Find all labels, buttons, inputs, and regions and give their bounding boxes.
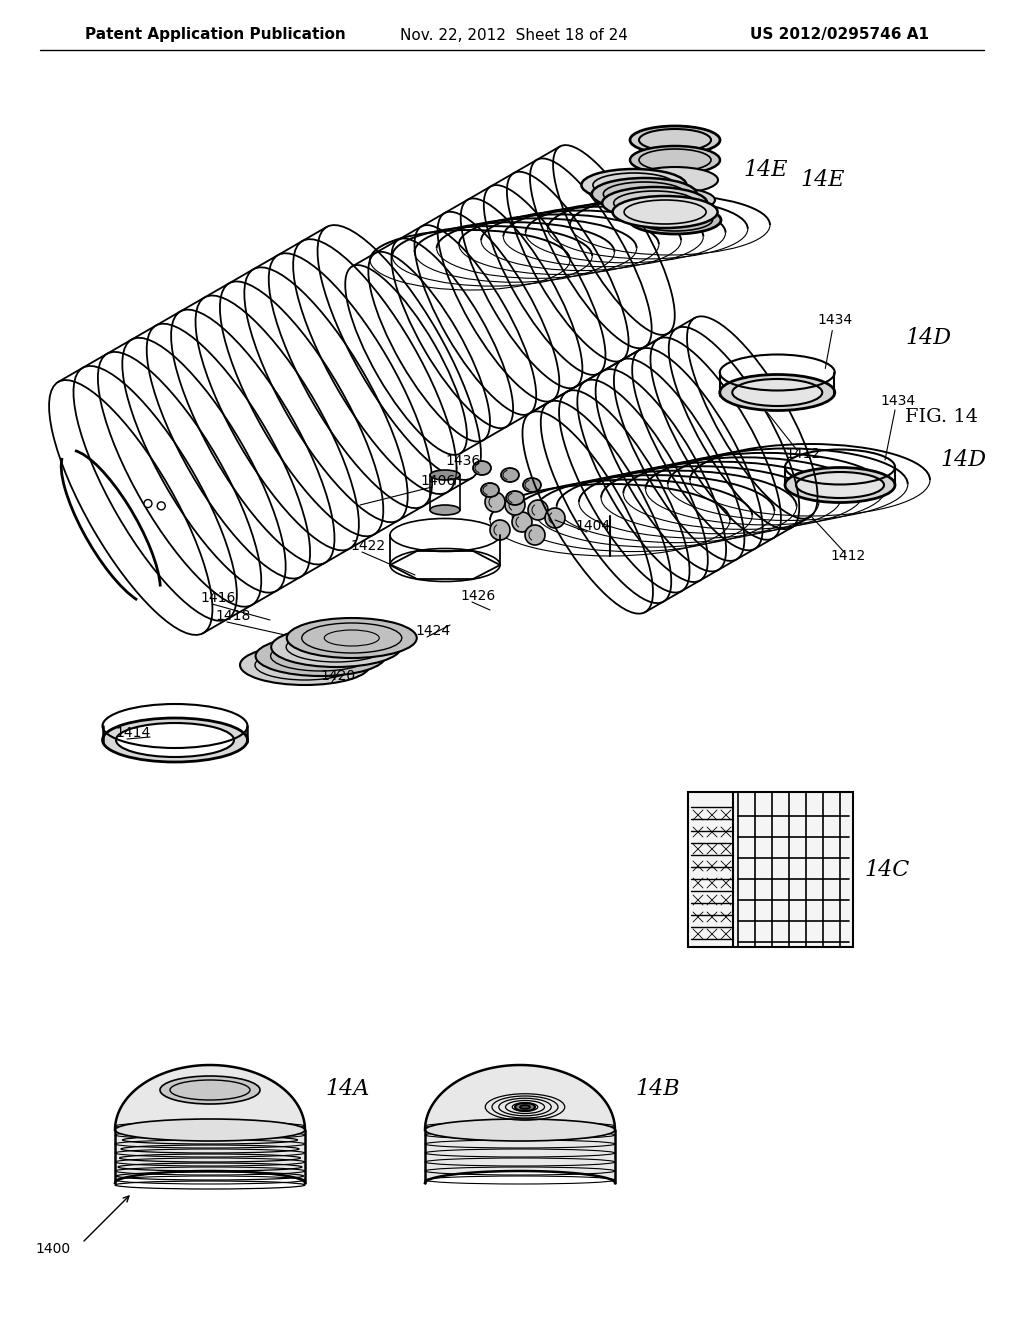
Circle shape	[158, 502, 165, 510]
Ellipse shape	[732, 379, 822, 407]
Ellipse shape	[430, 470, 460, 480]
Text: 1414: 1414	[115, 726, 151, 741]
Text: 1420: 1420	[319, 669, 355, 682]
Circle shape	[485, 492, 505, 512]
Text: 14E: 14E	[743, 158, 788, 181]
Text: 1434: 1434	[817, 314, 852, 327]
Text: 1400: 1400	[35, 1242, 70, 1257]
Circle shape	[525, 525, 545, 545]
Ellipse shape	[425, 1119, 615, 1140]
Text: 1412: 1412	[785, 446, 820, 461]
Ellipse shape	[602, 187, 708, 219]
Polygon shape	[425, 1065, 615, 1183]
Ellipse shape	[102, 718, 248, 762]
Ellipse shape	[116, 723, 234, 756]
Text: 1406: 1406	[420, 474, 456, 488]
Ellipse shape	[520, 1105, 530, 1109]
Text: US 2012/0295746 A1: US 2012/0295746 A1	[750, 28, 929, 42]
Circle shape	[144, 499, 152, 508]
Ellipse shape	[287, 618, 417, 657]
Ellipse shape	[629, 206, 721, 234]
Text: 14C: 14C	[864, 859, 909, 880]
Text: 1418: 1418	[215, 609, 251, 623]
Ellipse shape	[473, 461, 490, 475]
Text: 1424: 1424	[415, 624, 451, 638]
Ellipse shape	[506, 491, 524, 506]
Ellipse shape	[785, 467, 895, 503]
Ellipse shape	[256, 636, 386, 676]
Circle shape	[505, 495, 525, 515]
Circle shape	[528, 500, 548, 520]
Text: 14B: 14B	[635, 1078, 680, 1100]
Text: 1404: 1404	[575, 519, 610, 533]
Polygon shape	[115, 1065, 305, 1183]
Text: 1426: 1426	[460, 589, 496, 603]
Text: Patent Application Publication: Patent Application Publication	[85, 28, 346, 42]
Ellipse shape	[632, 168, 718, 193]
Ellipse shape	[630, 147, 720, 174]
Ellipse shape	[501, 469, 519, 482]
Text: 1434: 1434	[880, 393, 915, 408]
Text: 14E: 14E	[800, 169, 845, 191]
Ellipse shape	[115, 1119, 305, 1140]
Text: 14A: 14A	[325, 1078, 370, 1100]
Ellipse shape	[796, 473, 884, 498]
Circle shape	[490, 520, 510, 540]
Text: 1422: 1422	[350, 539, 385, 553]
Ellipse shape	[160, 1076, 260, 1104]
Text: 1416: 1416	[200, 591, 236, 605]
Bar	[688, 792, 853, 946]
Text: Nov. 22, 2012  Sheet 18 of 24: Nov. 22, 2012 Sheet 18 of 24	[400, 28, 628, 42]
Ellipse shape	[430, 506, 460, 515]
Ellipse shape	[515, 1104, 535, 1111]
Text: 1412: 1412	[830, 549, 865, 564]
Ellipse shape	[271, 627, 401, 667]
Ellipse shape	[630, 125, 720, 154]
Ellipse shape	[481, 483, 499, 498]
Text: FIG. 14: FIG. 14	[905, 408, 978, 426]
Circle shape	[545, 508, 565, 528]
Circle shape	[512, 512, 532, 532]
Text: 14D: 14D	[905, 326, 951, 348]
Ellipse shape	[240, 645, 370, 685]
Ellipse shape	[720, 375, 835, 411]
Text: 14D: 14D	[940, 449, 986, 471]
Ellipse shape	[635, 187, 715, 213]
Ellipse shape	[592, 178, 696, 210]
Text: 1436: 1436	[445, 454, 480, 469]
Ellipse shape	[612, 195, 718, 228]
Ellipse shape	[582, 169, 686, 201]
Ellipse shape	[523, 478, 541, 492]
